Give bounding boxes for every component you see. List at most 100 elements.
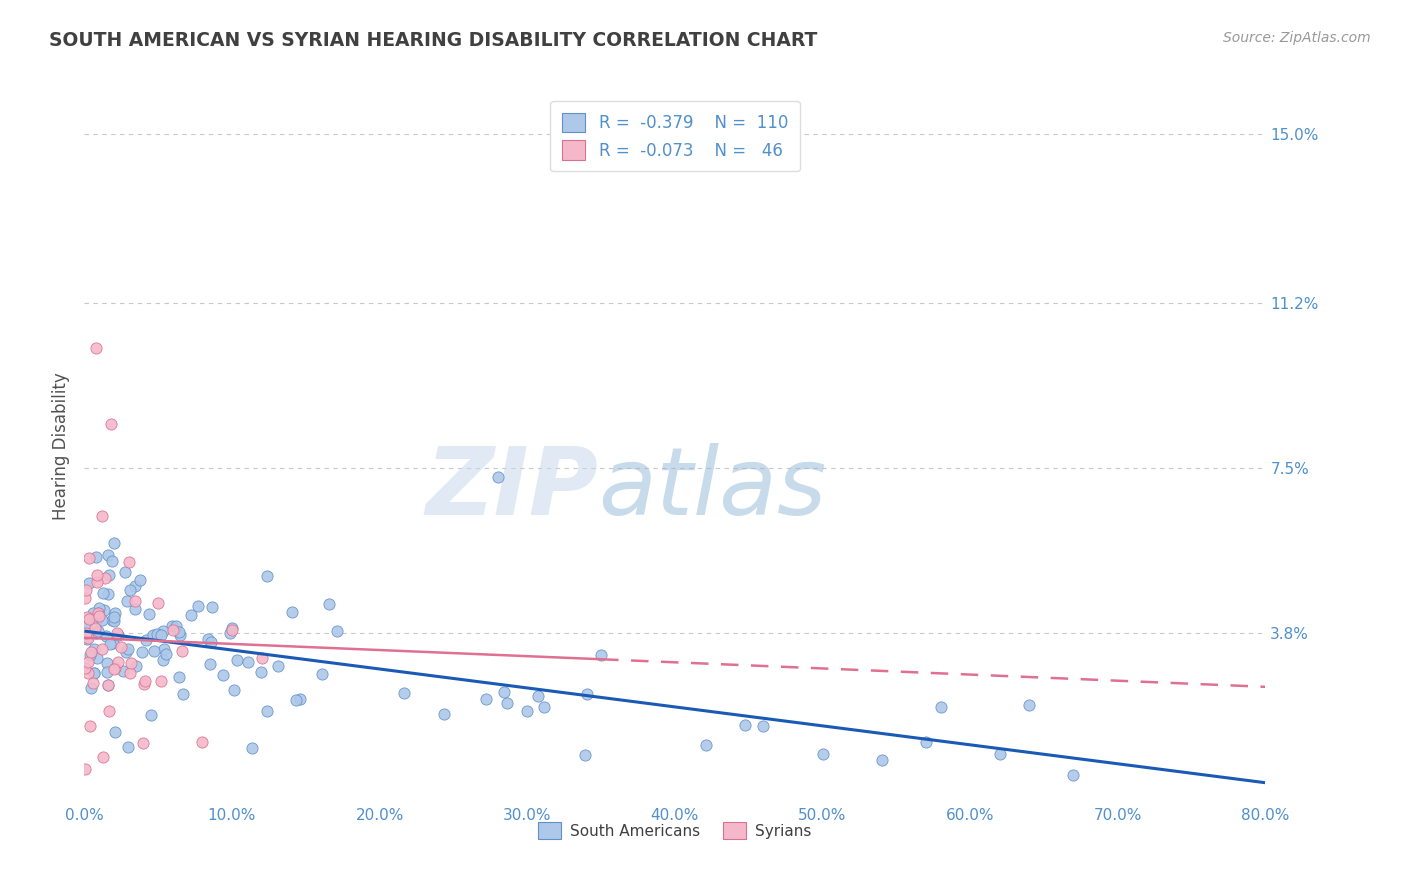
Point bbox=[124, 601, 146, 615]
Point bbox=[120, 665, 142, 680]
Point bbox=[83, 665, 105, 680]
Point bbox=[73, 762, 96, 776]
Point bbox=[187, 599, 209, 614]
Point bbox=[160, 619, 183, 633]
Point bbox=[76, 632, 98, 646]
Text: atlas: atlas bbox=[598, 443, 827, 534]
Point bbox=[225, 653, 247, 667]
Point bbox=[77, 612, 100, 626]
Point bbox=[114, 644, 136, 658]
Point bbox=[221, 621, 243, 635]
Point bbox=[103, 662, 125, 676]
Point bbox=[486, 470, 509, 484]
Point bbox=[281, 605, 304, 619]
Point bbox=[87, 606, 110, 620]
Point bbox=[125, 659, 148, 673]
Point bbox=[83, 642, 105, 657]
Point bbox=[77, 655, 100, 669]
Point bbox=[240, 741, 263, 756]
Point bbox=[82, 675, 104, 690]
Point bbox=[165, 619, 187, 633]
Point bbox=[84, 550, 107, 565]
Point bbox=[84, 341, 107, 355]
Point bbox=[222, 683, 245, 698]
Point bbox=[80, 681, 103, 696]
Point bbox=[870, 753, 893, 767]
Point bbox=[87, 624, 110, 638]
Point bbox=[155, 647, 177, 661]
Point bbox=[172, 687, 194, 701]
Point bbox=[134, 673, 156, 688]
Point bbox=[107, 628, 129, 642]
Point bbox=[201, 599, 224, 614]
Point bbox=[76, 615, 98, 630]
Point bbox=[103, 607, 125, 621]
Point bbox=[200, 634, 222, 648]
Point bbox=[150, 628, 173, 642]
Y-axis label: Hearing Disability: Hearing Disability bbox=[52, 372, 70, 520]
Point bbox=[180, 607, 202, 622]
Point bbox=[117, 641, 139, 656]
Point bbox=[120, 582, 142, 597]
Point bbox=[77, 666, 100, 681]
Point bbox=[103, 536, 125, 550]
Point bbox=[475, 691, 498, 706]
Point bbox=[93, 603, 115, 617]
Point bbox=[311, 666, 333, 681]
Point bbox=[433, 707, 456, 722]
Point bbox=[527, 689, 550, 703]
Point bbox=[142, 627, 165, 641]
Point bbox=[115, 594, 138, 608]
Point bbox=[394, 686, 416, 700]
Point bbox=[97, 704, 120, 718]
Point bbox=[97, 677, 120, 691]
Point bbox=[533, 700, 555, 714]
Point bbox=[734, 718, 756, 732]
Point bbox=[143, 644, 166, 658]
Point bbox=[97, 678, 120, 692]
Point bbox=[249, 665, 271, 680]
Point bbox=[91, 508, 114, 523]
Point bbox=[84, 625, 107, 640]
Point bbox=[132, 676, 155, 690]
Point bbox=[191, 734, 214, 748]
Point bbox=[318, 597, 340, 611]
Point bbox=[82, 606, 104, 620]
Point bbox=[152, 653, 174, 667]
Point bbox=[104, 725, 127, 739]
Point bbox=[124, 578, 146, 592]
Point bbox=[103, 615, 125, 629]
Point bbox=[96, 657, 118, 671]
Point bbox=[101, 553, 124, 567]
Point bbox=[256, 704, 278, 718]
Point bbox=[100, 417, 122, 431]
Point bbox=[236, 655, 259, 669]
Point bbox=[162, 623, 184, 637]
Point bbox=[103, 609, 125, 624]
Point bbox=[1018, 698, 1040, 712]
Text: Source: ZipAtlas.com: Source: ZipAtlas.com bbox=[1223, 31, 1371, 45]
Point bbox=[221, 623, 243, 637]
Point bbox=[86, 650, 108, 665]
Point bbox=[91, 641, 114, 656]
Point bbox=[75, 661, 97, 675]
Point bbox=[94, 571, 117, 585]
Point bbox=[198, 657, 221, 671]
Point bbox=[105, 626, 128, 640]
Point bbox=[101, 636, 124, 650]
Point bbox=[112, 664, 135, 678]
Point bbox=[76, 610, 98, 624]
Point bbox=[138, 607, 160, 621]
Point bbox=[492, 685, 515, 699]
Point bbox=[86, 568, 108, 582]
Point bbox=[132, 736, 155, 750]
Point bbox=[256, 568, 278, 582]
Point bbox=[98, 637, 121, 651]
Point bbox=[86, 575, 108, 590]
Point bbox=[172, 644, 194, 658]
Point bbox=[79, 719, 101, 733]
Point bbox=[148, 597, 170, 611]
Text: SOUTH AMERICAN VS SYRIAN HEARING DISABILITY CORRELATION CHART: SOUTH AMERICAN VS SYRIAN HEARING DISABIL… bbox=[49, 31, 817, 50]
Point bbox=[574, 747, 596, 762]
Point bbox=[107, 655, 129, 669]
